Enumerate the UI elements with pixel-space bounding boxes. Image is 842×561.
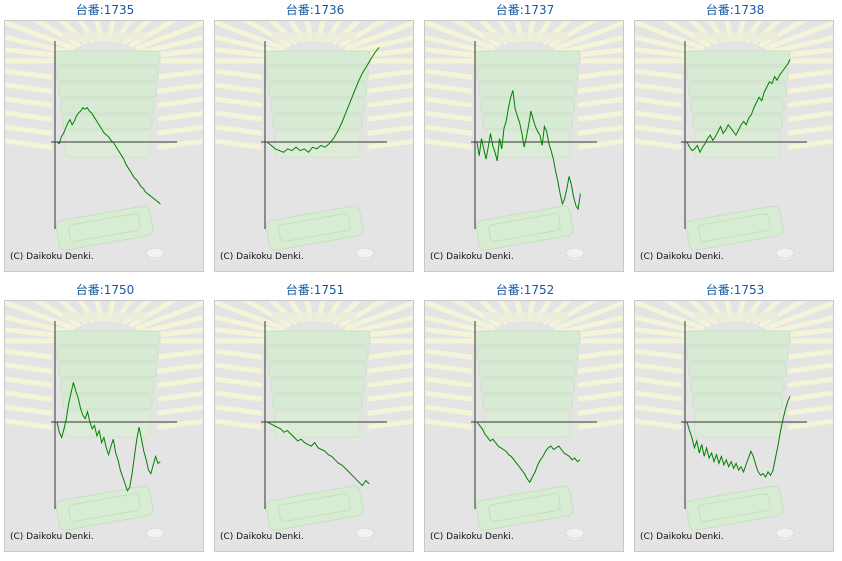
- chart-panel: (C) Daikoku Denki.: [214, 300, 414, 552]
- machine-chart-3[interactable]: 台番:1737 (C) Daikoku Denki.: [420, 0, 630, 280]
- machine-chart-6[interactable]: 台番:1751 (C) Daikoku Denki.: [210, 280, 420, 560]
- chart-svg: [425, 21, 623, 262]
- background-watermark: [635, 21, 833, 262]
- background-watermark: [5, 21, 203, 262]
- chart-svg: [215, 21, 413, 262]
- machine-chart-7[interactable]: 台番:1752 (C) Daikoku Denki.: [420, 280, 630, 560]
- copyright-text: (C) Daikoku Denki.: [640, 532, 724, 542]
- payout-series-line: [686, 395, 791, 478]
- payout-series-line: [266, 421, 370, 487]
- chart-panel: (C) Daikoku Denki.: [634, 300, 834, 552]
- copyright-text: (C) Daikoku Denki.: [430, 532, 514, 542]
- chart-svg: [635, 21, 833, 262]
- payout-series-line: [476, 421, 581, 484]
- chart-svg: [215, 301, 413, 542]
- chart-svg: [5, 21, 203, 262]
- machine-number-title[interactable]: 台番:1738: [705, 3, 765, 17]
- chart-panel: (C) Daikoku Denki.: [4, 20, 204, 272]
- machine-number-title[interactable]: 台番:1753: [705, 283, 765, 297]
- payout-series-line: [56, 106, 161, 205]
- chart-panel: (C) Daikoku Denki.: [214, 20, 414, 272]
- machine-number-title[interactable]: 台番:1737: [495, 3, 555, 17]
- machine-number-title[interactable]: 台番:1752: [495, 283, 555, 297]
- background-watermark: [425, 301, 623, 542]
- copyright-text: (C) Daikoku Denki.: [10, 252, 94, 262]
- chart-panel: (C) Daikoku Denki.: [424, 20, 624, 272]
- copyright-text: (C) Daikoku Denki.: [220, 532, 304, 542]
- copyright-text: (C) Daikoku Denki.: [220, 252, 304, 262]
- copyright-text: (C) Daikoku Denki.: [640, 252, 724, 262]
- background-watermark: [215, 301, 413, 542]
- chart-panel: (C) Daikoku Denki.: [634, 20, 834, 272]
- chart-panel: (C) Daikoku Denki.: [4, 300, 204, 552]
- payout-series-line: [476, 90, 581, 211]
- background-watermark: [635, 301, 833, 542]
- machine-number-title[interactable]: 台番:1750: [75, 283, 135, 297]
- payout-series-line: [266, 47, 380, 154]
- machine-chart-1[interactable]: 台番:1735 (C) Daikoku Denki.: [0, 0, 210, 280]
- chart-svg: [425, 301, 623, 542]
- payout-series-line: [56, 382, 161, 492]
- payout-series-line: [686, 59, 791, 154]
- machine-number-title[interactable]: 台番:1751: [285, 283, 345, 297]
- machine-number-title[interactable]: 台番:1736: [285, 3, 345, 17]
- chart-svg: [635, 301, 833, 542]
- machine-chart-8[interactable]: 台番:1753 (C) Daikoku Denki.: [630, 280, 840, 560]
- copyright-text: (C) Daikoku Denki.: [10, 532, 94, 542]
- machine-number-title[interactable]: 台番:1735: [75, 3, 135, 17]
- chart-panel: (C) Daikoku Denki.: [424, 300, 624, 552]
- copyright-text: (C) Daikoku Denki.: [430, 252, 514, 262]
- chart-svg: [5, 301, 203, 542]
- background-watermark: [5, 301, 203, 542]
- background-watermark: [425, 21, 623, 262]
- machine-chart-2[interactable]: 台番:1736 (C) Daikoku Denki.: [210, 0, 420, 280]
- background-watermark: [215, 21, 413, 262]
- machine-chart-4[interactable]: 台番:1738 (C) Daikoku Denki.: [630, 0, 840, 280]
- machine-chart-5[interactable]: 台番:1750 (C) Daikoku Denki.: [0, 280, 210, 560]
